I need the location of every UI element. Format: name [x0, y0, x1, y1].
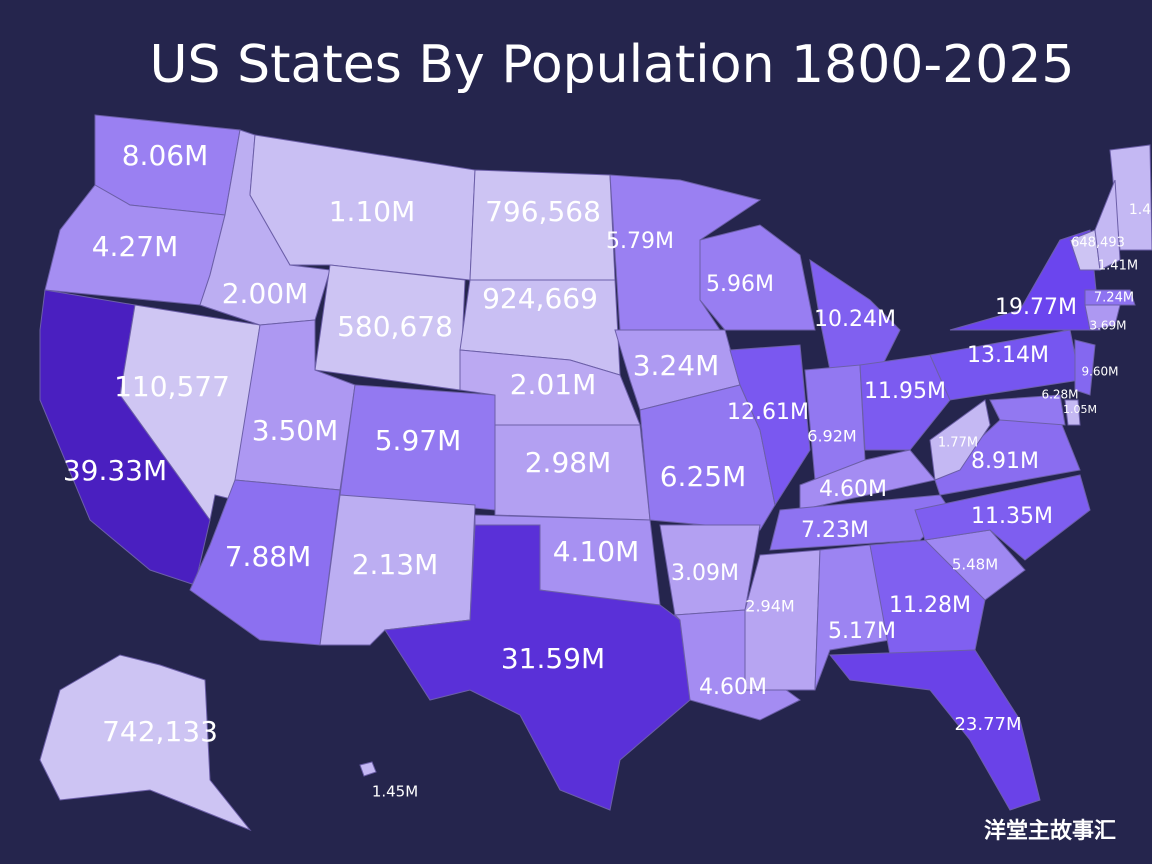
- state-label: 2.00M: [222, 277, 309, 310]
- state-label: 110,577: [114, 370, 230, 403]
- state-region: [799, 449, 936, 511]
- state-region: [929, 399, 991, 481]
- state-label: 1.10M: [329, 195, 416, 228]
- state-label: 23.77M: [954, 714, 1021, 735]
- state-region: [828, 649, 1041, 811]
- state-region: [1084, 289, 1136, 306]
- state-label: 1.4: [1129, 202, 1151, 218]
- state-region: [1084, 304, 1121, 331]
- state-label: 11.95M: [864, 379, 946, 404]
- state-region: [744, 549, 821, 691]
- state-label: 3.50M: [252, 414, 339, 447]
- state-label: 1.77M: [938, 436, 978, 451]
- state-label: 11.28M: [889, 593, 971, 618]
- state-label: 580,678: [337, 310, 453, 343]
- state-label: 19.77M: [995, 295, 1077, 320]
- state-label: 12.61M: [727, 400, 809, 425]
- state-region: [189, 479, 341, 646]
- state-label: 2.98M: [525, 446, 612, 479]
- state-region: [914, 474, 1091, 561]
- state-label: 3.24M: [633, 349, 720, 382]
- state-region: [39, 654, 252, 832]
- state-label: 7.88M: [225, 540, 312, 573]
- state-label: 4.60M: [819, 477, 887, 502]
- state-region: [699, 224, 816, 331]
- state-label: 6.28M: [1041, 388, 1078, 402]
- state-region: [989, 394, 1066, 426]
- state-label: 11.35M: [971, 504, 1053, 529]
- states: [39, 114, 1152, 832]
- state-region: [1094, 179, 1121, 271]
- state-label: 648,493: [1071, 236, 1125, 251]
- state-region: [729, 344, 811, 507]
- state-label: 2.01M: [510, 368, 597, 401]
- state-label: 5.17M: [828, 619, 896, 644]
- state-region: [1074, 339, 1096, 396]
- state-label: 2.94M: [745, 597, 794, 616]
- state-region: [359, 761, 377, 777]
- watermark: 洋堂主故事汇: [984, 818, 1116, 844]
- state-region: [934, 419, 1081, 496]
- state-label: 1.45M: [372, 783, 418, 801]
- state-label: 4.27M: [92, 230, 179, 263]
- state-region: [814, 544, 891, 691]
- state-region: [804, 364, 866, 481]
- state-label: 742,133: [102, 715, 218, 748]
- state-label: 8.06M: [122, 139, 209, 172]
- state-label: 5.79M: [606, 229, 674, 254]
- state-label: 6.25M: [660, 460, 747, 493]
- state-label: 4.10M: [553, 535, 640, 568]
- state-label: 31.59M: [501, 642, 605, 675]
- state-label: 2.13M: [352, 548, 439, 581]
- state-region: [1064, 399, 1081, 426]
- state-labels: 8.06M 4.27M 39.33M 110,577 2.00M 1.10M 580,678…: [63, 139, 1151, 801]
- map-title: US States By Population 1800-2025: [149, 35, 1074, 95]
- state-label: 8.91M: [971, 449, 1039, 474]
- state-label: 7.23M: [801, 518, 869, 543]
- state-label: 1.41M: [1098, 259, 1138, 274]
- state-label: 3.09M: [671, 561, 739, 586]
- state-label: 5.96M: [706, 272, 774, 297]
- state-label: 39.33M: [63, 454, 167, 487]
- state-label: 6.92M: [807, 427, 856, 446]
- state-label: 3.69M: [1089, 319, 1126, 333]
- state-label: 9.60M: [1081, 365, 1118, 379]
- state-label: 1.05M: [1063, 403, 1097, 416]
- state-label: 924,669: [482, 282, 598, 315]
- state-label: 796,568: [485, 195, 601, 228]
- state-region: [859, 354, 951, 451]
- state-region: [949, 229, 1101, 331]
- state-region: [384, 524, 691, 811]
- state-label: 10.24M: [814, 307, 896, 332]
- state-label: 13.14M: [967, 343, 1049, 368]
- state-label: 5.48M: [952, 556, 998, 574]
- state-label: 4.60M: [699, 675, 767, 700]
- state-label: 7.24M: [1094, 291, 1134, 306]
- state-label: 5.97M: [375, 424, 462, 457]
